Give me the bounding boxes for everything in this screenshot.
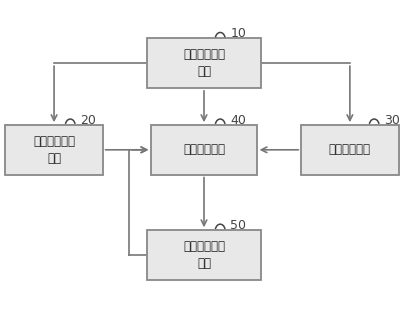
Text: 20: 20: [80, 114, 96, 127]
FancyBboxPatch shape: [147, 230, 261, 280]
FancyBboxPatch shape: [301, 125, 399, 174]
FancyBboxPatch shape: [5, 125, 103, 174]
Text: 30: 30: [384, 114, 400, 127]
FancyBboxPatch shape: [151, 125, 257, 174]
Text: 40: 40: [231, 114, 246, 127]
Text: 输入处理单元: 输入处理单元: [329, 143, 371, 156]
Text: 50: 50: [231, 219, 246, 232]
Text: 寄存器初始化
单元: 寄存器初始化 单元: [33, 135, 75, 165]
Text: 仿真结果输出
单元: 仿真结果输出 单元: [183, 240, 225, 270]
FancyBboxPatch shape: [147, 38, 261, 88]
Text: 10: 10: [231, 27, 246, 40]
Text: 功能仿真单元: 功能仿真单元: [183, 143, 225, 156]
Text: 数据结构声明
单元: 数据结构声明 单元: [183, 48, 225, 78]
